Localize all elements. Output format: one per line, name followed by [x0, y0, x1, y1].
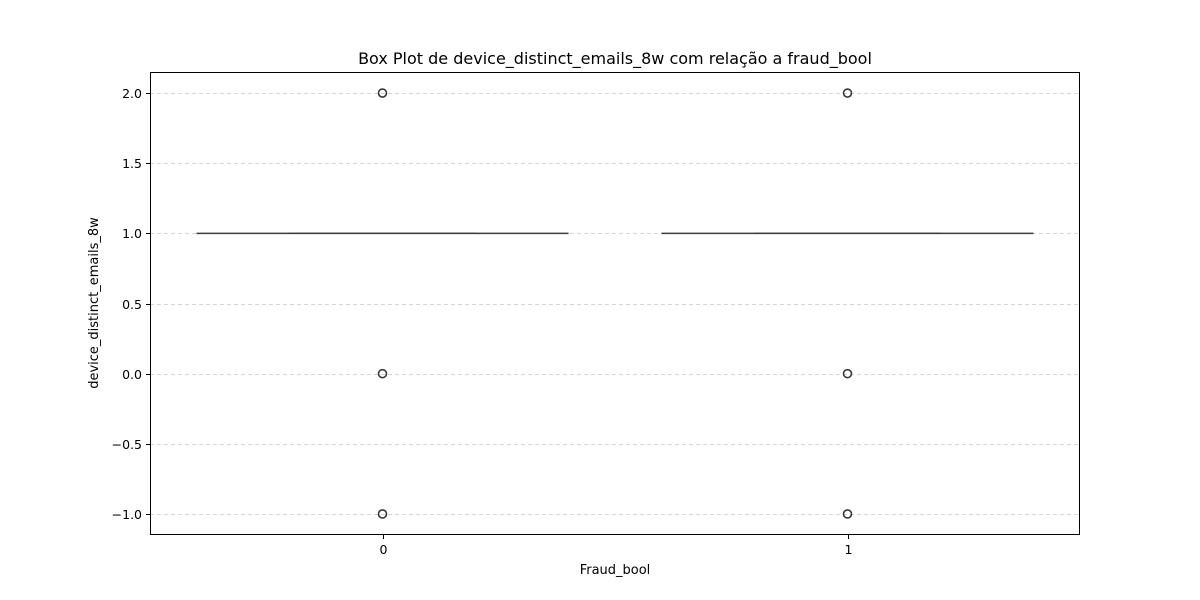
- y-tick-label: 2.0: [122, 86, 142, 101]
- outlier-point: [377, 509, 388, 519]
- outlier-point: [377, 88, 388, 98]
- y-tick-label: 0.5: [122, 297, 142, 312]
- y-tick-label: 0.0: [122, 367, 142, 382]
- y-tick-label: 1.5: [122, 156, 142, 171]
- y-axis: −1.0 −0.5 0.0 0.5 1.0 1.5 2.0: [112, 86, 150, 522]
- outlier-point: [377, 368, 388, 379]
- y-tick-label: −1.0: [112, 507, 142, 522]
- grid-lines: [150, 93, 1080, 515]
- x-tick-label: 1: [845, 542, 853, 557]
- y-tick-label: 1.0: [122, 226, 142, 241]
- boxes: [196, 88, 1034, 519]
- y-tick-label: −0.5: [112, 437, 142, 452]
- outlier-point: [842, 88, 853, 98]
- outlier-point: [842, 509, 853, 519]
- y-axis-label: device_distinct_emails_8w: [87, 217, 102, 389]
- x-axis-label: Fraud_bool: [580, 563, 651, 578]
- plot-frame: [150, 72, 1080, 535]
- outlier-point: [842, 368, 853, 379]
- chart-title: Box Plot de device_distinct_emails_8w co…: [358, 49, 872, 69]
- x-tick-label: 0: [380, 542, 388, 557]
